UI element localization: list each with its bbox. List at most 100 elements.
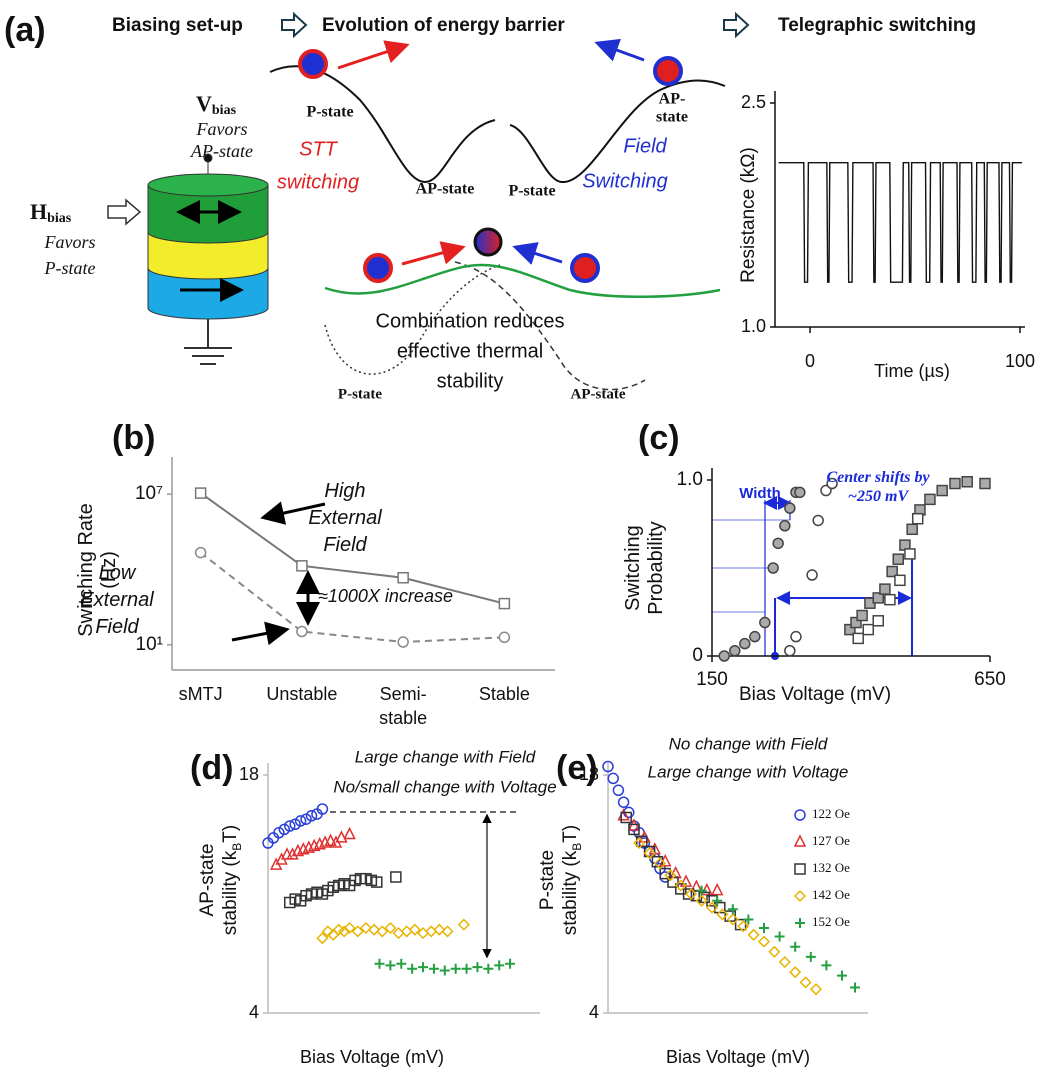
marker [602,760,614,773]
marker [682,888,695,900]
marker [286,847,299,860]
field-arrow [107,198,142,226]
marker [607,772,619,785]
marker [400,925,413,938]
note: Favors [44,232,96,252]
y-tick-label: 18 [579,764,599,784]
y-tick-label: 0 [692,645,703,666]
marker [743,914,754,925]
h-bias: Hbias [30,199,72,226]
mtj-stack [147,153,269,365]
marker [483,963,494,974]
y-tick-label: 4 [589,1002,599,1022]
barrier-curve [269,65,496,184]
marker [335,830,348,843]
marker [659,867,671,880]
label-part: AP-state [196,843,218,917]
marker [498,597,511,610]
marker [368,923,381,936]
marker [359,921,372,935]
magnet-ball [473,227,503,257]
x-tick-label: Semi-stable [379,684,428,728]
marker [643,847,656,860]
marker [789,966,802,979]
marker [612,784,625,797]
label-line: P-state [536,800,559,960]
y-axis-label: Resistance (kΩ) [737,147,759,283]
caption: effective thermal [397,340,543,362]
x-axis-label: Bias Voltage (mV) [666,1047,810,1067]
marker [872,615,884,627]
marker [705,901,719,914]
x-tick-label: 650 [974,669,1006,690]
marker [884,593,896,606]
header: Telegraphic switching [778,15,976,36]
marker [727,904,738,915]
marker [384,921,397,935]
marker [397,636,409,648]
x-axis-label: Bias Voltage (mV) [739,684,891,705]
marker [911,512,924,525]
annotation: Width [739,485,781,502]
marker [643,845,656,858]
marker [886,565,898,578]
label-part: T) [219,824,241,843]
marker [790,630,802,643]
marker [795,918,805,928]
marker [793,889,807,903]
marker [850,616,862,629]
marker [809,983,823,996]
marker [316,932,329,945]
marker [979,477,991,490]
x-tick-label: 0 [805,351,815,371]
marker [759,923,769,933]
marker [633,836,646,850]
y-tick-label: 10⁷ [135,483,163,504]
marker [194,546,207,559]
marker [385,960,396,971]
marker [498,631,511,644]
marker [653,857,667,870]
marker [392,927,405,940]
marker [768,945,781,958]
marker [321,925,334,938]
marker [685,887,698,901]
marker [338,925,351,938]
marker [856,609,868,622]
marker [294,815,307,827]
marker [872,592,884,604]
header: Biasing set-up [112,15,243,36]
symbol: H [30,199,47,224]
annotation: Large change with Field [355,747,536,766]
marker [784,644,796,657]
label-part: stability (k [559,850,581,936]
marker [408,923,421,936]
y-tick-label: 10¹ [136,634,163,655]
marker [457,918,470,931]
subscript: bias [212,103,237,118]
annotation: ≈1000X increase [318,586,453,606]
marker [774,931,785,942]
marker [779,520,791,532]
marker [759,616,771,629]
marker [949,477,961,490]
marker [739,637,751,650]
panel-label: (d) [190,749,233,787]
marker [284,820,296,832]
x-tick-label: Unstable [266,684,338,704]
marker [837,970,847,981]
marker [718,650,730,662]
marker [716,908,729,921]
marker [850,982,860,993]
marker [772,537,784,550]
marker [397,571,409,584]
legend-label: 132 Oe [812,860,850,875]
marker [332,923,345,936]
state-label: P-state [338,386,382,402]
stt-arrow [401,241,466,266]
marker [428,963,439,974]
marker [784,502,796,514]
marker [439,965,450,976]
